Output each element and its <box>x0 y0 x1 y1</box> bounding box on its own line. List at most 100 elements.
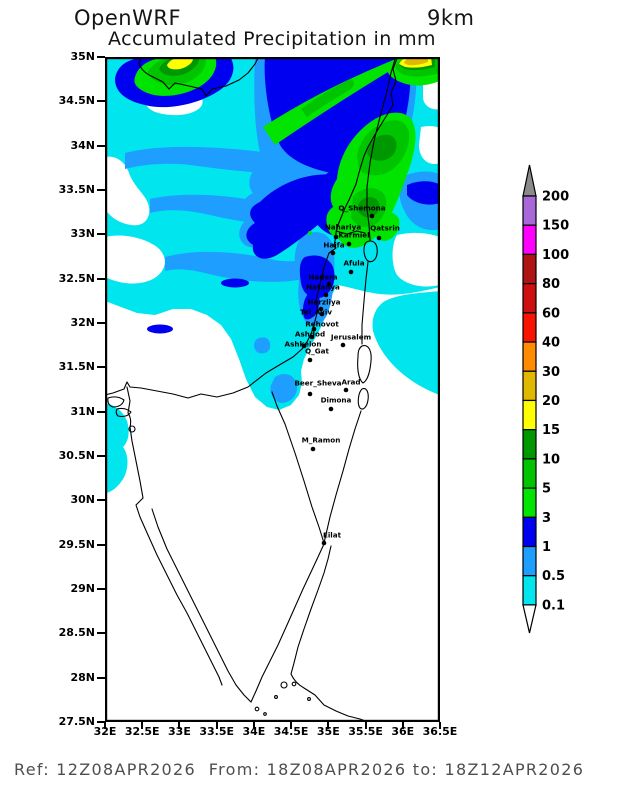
city-dot <box>376 235 382 241</box>
city-label: Qatsrin <box>370 224 400 233</box>
island <box>274 695 278 699</box>
city-dot <box>330 250 336 256</box>
lon-tick-mark <box>401 722 404 729</box>
dead-sea-south <box>357 388 369 410</box>
colorbar-segment <box>522 399 537 431</box>
lon-tick-label: 33E <box>168 725 191 738</box>
colorbar-segment <box>522 429 537 460</box>
lat-tick-mark <box>97 410 105 413</box>
city-dot <box>307 391 313 397</box>
precip-area-blue <box>299 255 335 299</box>
precip-area-lightblue <box>270 374 298 403</box>
lon-tick-mark <box>141 722 144 729</box>
lat-tick-mark <box>97 587 105 590</box>
colorbar-level-label: 60 <box>542 306 560 321</box>
resolution-label: 9km <box>427 6 475 30</box>
city-label: Beer_Sheva <box>294 379 341 388</box>
lat-tick-label: 30.5N <box>58 448 95 462</box>
colorbar-level-label: 30 <box>542 365 560 380</box>
plot-subtitle: Accumulated Precipitation in mm <box>108 28 436 50</box>
lon-tick-mark <box>364 722 367 729</box>
lat-tick-label: 35N <box>70 50 95 63</box>
lat-tick-mark <box>97 188 105 191</box>
map-frame <box>105 57 440 722</box>
city-dot <box>326 281 332 287</box>
lat-tick-label: 27.5N <box>58 714 95 728</box>
colorbar-level-label: 150 <box>542 219 569 234</box>
precip-area-lightblue <box>125 146 323 175</box>
model-title: OpenWRF <box>74 6 182 30</box>
precip-core-blue <box>221 278 249 288</box>
city-dot <box>369 213 375 219</box>
levant-coast <box>105 57 399 399</box>
dead-sea <box>357 345 372 384</box>
lat-tick-label: 34.5N <box>58 94 95 108</box>
city-label: Jerusalem <box>330 333 371 342</box>
city-label: Hadera <box>308 273 337 282</box>
precip-area-blue <box>407 181 440 205</box>
lat-tick-label: 33.5N <box>58 182 95 196</box>
lon-tick-label: 35E <box>316 725 340 738</box>
lon-tick-label: 32E <box>93 725 117 738</box>
cyprus-coast <box>138 57 260 97</box>
colorbar-segment <box>522 458 537 489</box>
dry-area <box>423 81 440 110</box>
colorbar-level-label: 1 <box>542 540 551 555</box>
colorbar-level-label: 15 <box>542 423 560 438</box>
colorbar-level-label: 20 <box>542 394 560 409</box>
city-dot <box>343 387 349 393</box>
island <box>307 697 311 701</box>
city-label: Haifa <box>323 241 344 250</box>
colorbar-level-label: 10 <box>542 452 560 467</box>
city-label: Rehovot <box>305 320 339 329</box>
precip-area-yellow <box>167 57 194 70</box>
colorbar-segment <box>522 487 537 518</box>
dry-area <box>419 126 440 165</box>
city-label: Q_Shemona <box>338 204 385 213</box>
colorbar-segment <box>522 516 537 548</box>
colorbar-segment <box>522 224 537 256</box>
lon-tick-label: 35.5E <box>348 725 383 738</box>
precip-core-blue <box>250 232 256 238</box>
colorbar-level-label: 80 <box>542 277 560 292</box>
lon-tick-mark <box>252 722 255 729</box>
precip-area-blue <box>302 291 320 320</box>
city-dot <box>309 334 315 340</box>
syria-border <box>366 57 397 241</box>
lat-tick-label: 28N <box>70 670 95 684</box>
city-label: Afula <box>343 259 364 268</box>
lat-tick-mark <box>97 100 105 103</box>
egypt-coast <box>135 497 223 686</box>
precip-area-cyan <box>372 291 440 395</box>
precip-area-lightblue <box>254 337 271 354</box>
precip-area-green10 <box>357 197 380 218</box>
lat-tick-label: 28.5N <box>58 626 95 640</box>
colorbar-overflow-arrow <box>522 164 537 197</box>
lebanon-border <box>335 230 366 235</box>
colorbar-level-label: 0.5 <box>542 569 565 584</box>
lat-tick-mark <box>97 499 105 502</box>
lon-tick-label: 36E <box>391 725 415 738</box>
dry-area <box>392 232 440 287</box>
colorbar-segment <box>522 575 537 606</box>
lat-tick-mark <box>97 277 105 280</box>
city-label: Dimona <box>321 396 352 405</box>
city-label: Tel_Aviv <box>300 308 332 317</box>
lat-tick-mark <box>97 454 105 457</box>
city-dot <box>319 311 325 317</box>
city-dot <box>311 326 317 332</box>
suez-canal <box>126 386 144 499</box>
city-dot <box>328 406 334 412</box>
lat-tick-label: 32N <box>70 315 95 329</box>
city-dot <box>318 306 324 312</box>
lat-tick-mark <box>97 543 105 546</box>
city-dot <box>333 234 339 240</box>
island <box>254 706 260 712</box>
sinai-west-coast <box>151 508 252 703</box>
colorbar-segment <box>522 253 537 285</box>
sinai-east-coast <box>250 543 325 703</box>
precip-area-lightblue <box>165 251 305 282</box>
city-dot <box>346 241 352 247</box>
